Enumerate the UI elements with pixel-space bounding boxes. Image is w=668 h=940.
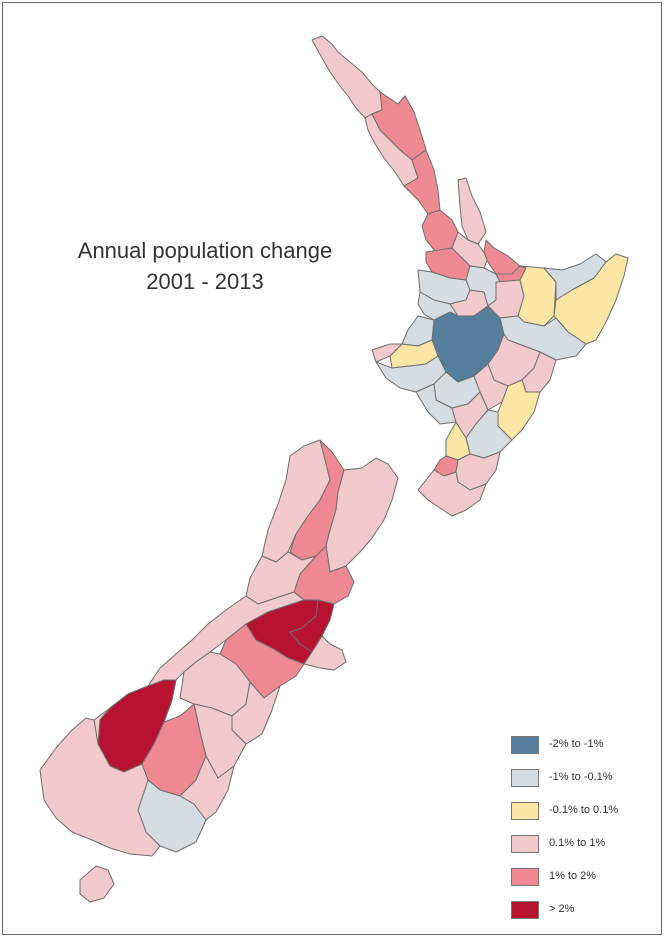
legend-label: 0.1% to 1%: [549, 837, 606, 849]
legend-label: -2% to -1%: [549, 738, 604, 750]
legend-label: > 2%: [549, 903, 575, 915]
legend: -2% to -1% -1% to -0.1% -0.1% to 0.1% 0.…: [511, 736, 651, 934]
title-line-1: Annual population change: [77, 238, 333, 263]
title-line-2: 2001 - 2013: [146, 269, 264, 294]
legend-swatch: [511, 769, 539, 787]
legend-swatch: [511, 901, 539, 919]
legend-swatch: [511, 868, 539, 886]
legend-item-3: -0.1% to 0.1%: [511, 802, 651, 835]
legend-label: -1% to -0.1%: [549, 771, 613, 783]
legend-label: 1% to 2%: [549, 870, 597, 882]
map-title: Annual population change 2001 - 2013: [40, 235, 370, 297]
legend-item-1: -2% to -1%: [511, 736, 651, 769]
region-dunedin[interactable]: [179, 755, 235, 821]
region-western-bay[interactable]: [483, 239, 521, 275]
region-waitomo[interactable]: [417, 291, 459, 321]
region-grey[interactable]: [245, 551, 317, 605]
legend-swatch: [511, 802, 539, 820]
region-banks-peninsula[interactable]: [303, 635, 347, 671]
region-marlborough[interactable]: [325, 457, 399, 573]
region-southland[interactable]: [39, 717, 161, 857]
legend-swatch: [511, 736, 539, 754]
legend-item-4: 0.1% to 1%: [511, 835, 651, 868]
legend-item-2: -1% to -0.1%: [511, 769, 651, 802]
legend-item-6: > 2%: [511, 901, 651, 934]
region-masterton[interactable]: [455, 451, 501, 491]
legend-label: -0.1% to 0.1%: [549, 804, 619, 816]
region-wellington[interactable]: [417, 469, 487, 517]
region-westland[interactable]: [147, 591, 305, 695]
legend-item-5: 1% to 2%: [511, 868, 651, 901]
region-christchurch[interactable]: [289, 599, 335, 653]
region-taranaki-west[interactable]: [371, 343, 403, 363]
region-whanganui[interactable]: [415, 383, 457, 425]
region-coromandel[interactable]: [457, 177, 487, 245]
legend-swatch: [511, 835, 539, 853]
region-stewart-island[interactable]: [79, 865, 115, 903]
